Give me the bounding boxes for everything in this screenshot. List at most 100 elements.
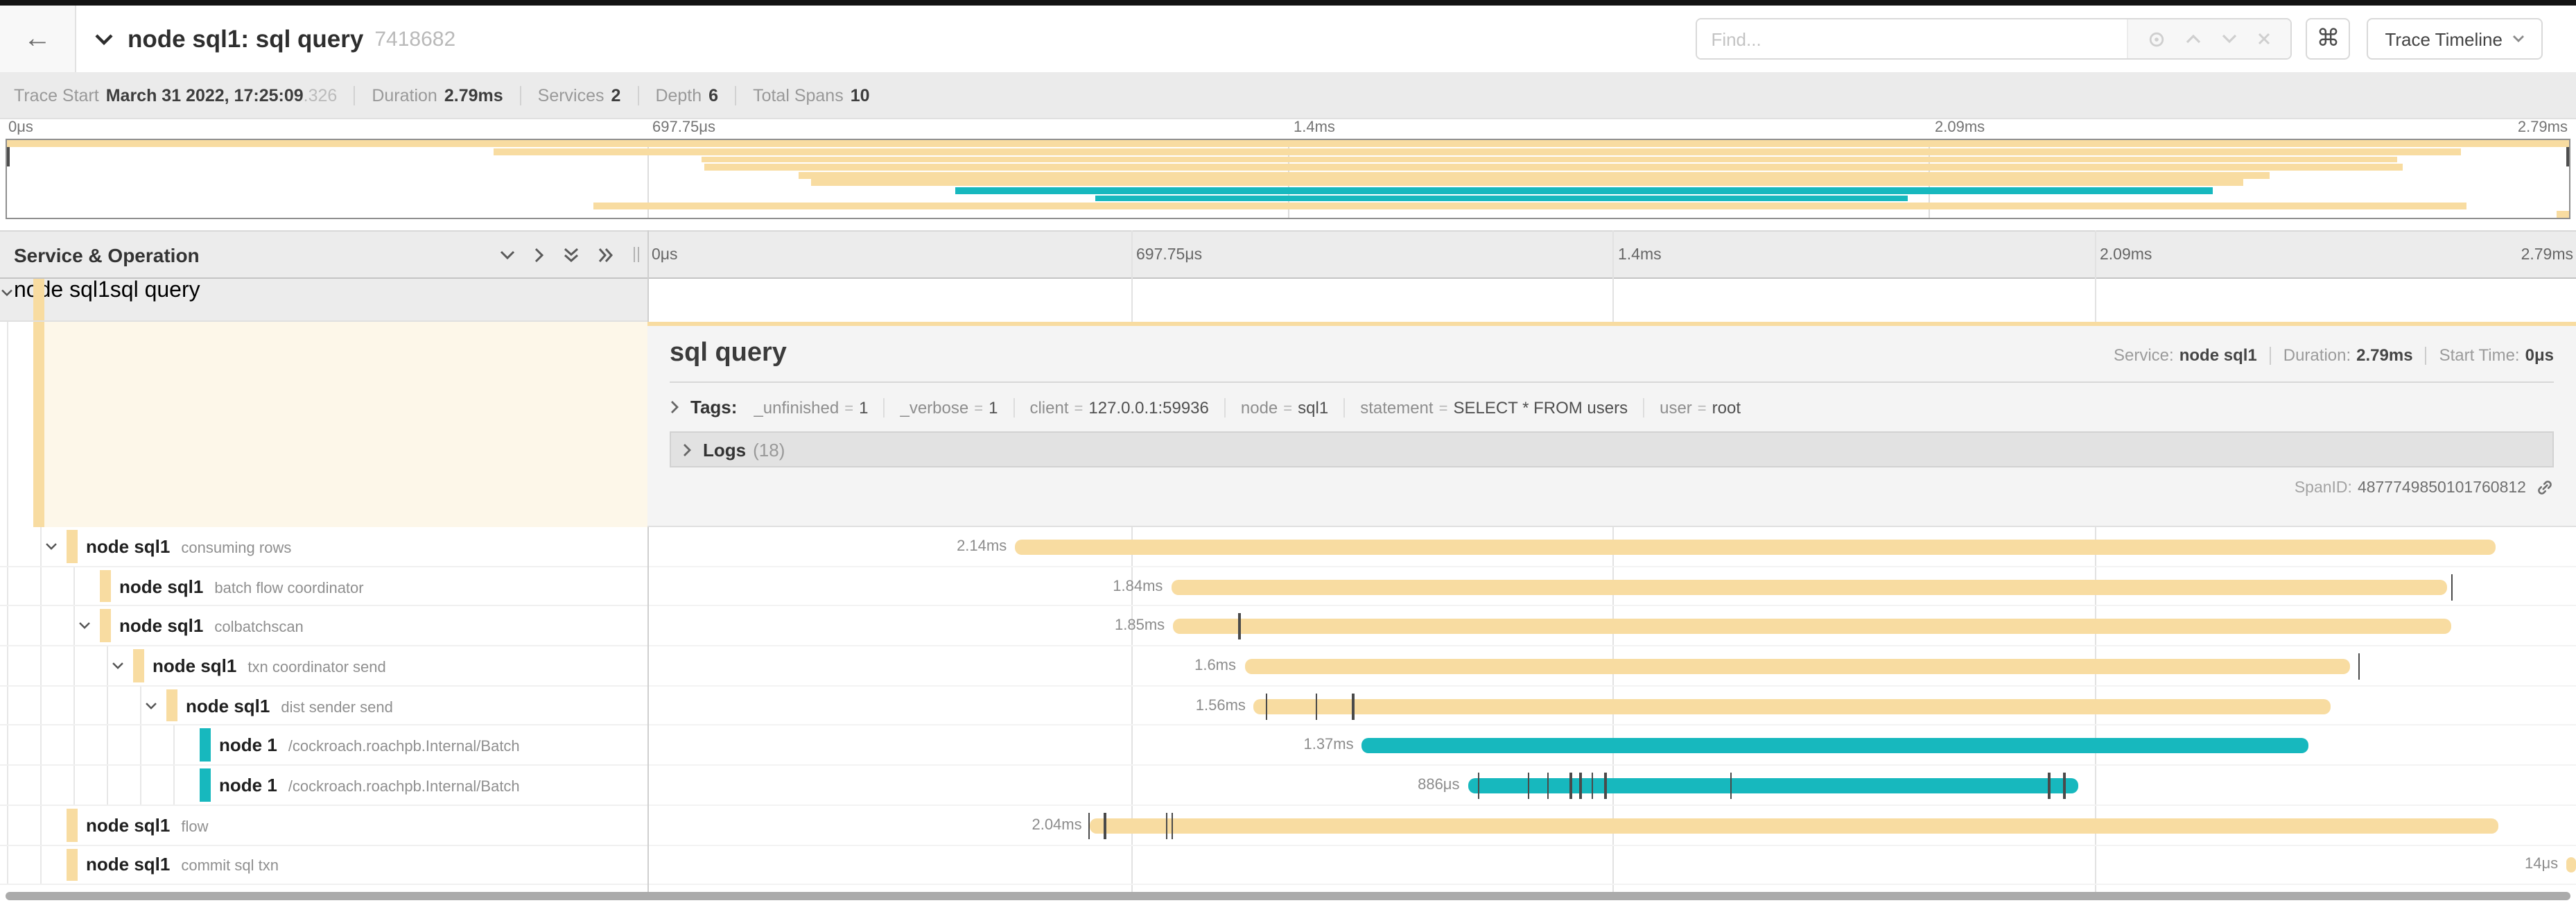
metadata-item: Depth 6 — [655, 85, 718, 105]
span-id-label: SpanID: — [2294, 479, 2352, 496]
tree-guide-line — [6, 766, 8, 805]
minimap-span-row — [7, 148, 2569, 155]
tag-item[interactable]: user = root — [1660, 397, 1741, 417]
tree-guide-line — [6, 646, 8, 685]
find-focus-icon[interactable] — [2148, 30, 2166, 48]
tree-row[interactable]: node sql1 txn coordinator send — [0, 646, 647, 687]
tags-caret-icon — [670, 399, 679, 415]
tree-row[interactable]: node sql1 commit sql txn — [0, 845, 647, 886]
tag-item[interactable]: _verbose = 1 — [900, 397, 998, 417]
minimap-span-bar — [955, 187, 2213, 194]
view-selector-button[interactable]: Trace Timeline — [2367, 18, 2543, 60]
bar-row: 1.6ms — [649, 646, 2576, 687]
tree-row[interactable]: node sql1 batch flow coordinator — [0, 567, 647, 607]
tags-label: Tags: — [690, 397, 738, 418]
tree-guide-line — [6, 567, 8, 605]
tag-item[interactable]: _unfinished = 1 — [754, 397, 868, 417]
tree-guide-line — [6, 527, 8, 566]
span-bar[interactable] — [1361, 738, 2308, 754]
span-bar[interactable] — [2566, 857, 2576, 873]
tag-key: client — [1029, 397, 1069, 417]
tag-key: _unfinished — [754, 397, 839, 417]
timeline-gridline — [2094, 230, 2096, 892]
tree-row[interactable]: node sql1 dist sender send — [0, 686, 647, 726]
expand-all-icon[interactable] — [598, 246, 614, 263]
row-collapse-chevron-icon[interactable] — [111, 662, 125, 670]
span-log-tick — [1171, 812, 1174, 839]
trace-title: node sql1: sql query — [128, 24, 364, 52]
detail-meta-value: 2.79ms — [2356, 345, 2413, 365]
minimap-drag-handle-right[interactable] — [2566, 147, 2569, 166]
tree-row[interactable]: node 1/cockroach.roachpb.Internal/Batch — [0, 766, 647, 806]
find-prev-icon[interactable] — [2185, 33, 2202, 44]
span-bar[interactable] — [1244, 658, 2351, 674]
span-bar[interactable] — [1015, 539, 2496, 555]
service-operation-title: Service & Operation — [14, 243, 200, 266]
find-next-icon[interactable] — [2221, 33, 2238, 44]
tag-item[interactable]: client = 127.0.0.1:59936 — [1029, 397, 1208, 417]
tree-row[interactable]: node sql1 consuming rows — [0, 527, 647, 567]
find-input[interactable] — [1697, 19, 2127, 58]
span-log-tick — [1569, 772, 1572, 799]
span-duration-label: 14μs — [2524, 856, 2559, 873]
minimap-span-bar — [701, 156, 2398, 163]
trace-title-collapse-icon[interactable] — [94, 33, 114, 45]
tags-section-toggle[interactable]: Tags: _unfinished = 1 _verbose = 1 client = 127.… — [670, 397, 2554, 418]
tree-row[interactable]: node sql1 colbatchscan — [0, 606, 647, 647]
tag-divider — [883, 397, 885, 417]
tag-item[interactable]: statement = SELECT * FROM users — [1360, 397, 1628, 417]
tree-guide-line — [6, 686, 8, 725]
row-collapse-chevron-icon[interactable] — [44, 542, 58, 551]
minimap-canvas[interactable] — [6, 139, 2570, 219]
trace-metadata-bar: Trace Start March 31 2022, 17:25:09.326 Du… — [0, 72, 2576, 119]
tag-divider — [1643, 397, 1645, 417]
tag-equals: = — [1074, 400, 1084, 417]
span-duration-label: 2.14ms — [957, 538, 1007, 555]
keyboard-shortcuts-button[interactable]: ⌘ — [2306, 18, 2351, 60]
collapse-all-icon[interactable] — [563, 246, 580, 263]
horizontal-scrollbar[interactable] — [6, 892, 2570, 900]
row-collapse-chevron-icon[interactable] — [0, 279, 14, 302]
expand-one-icon[interactable] — [534, 246, 545, 263]
tag-item[interactable]: node = sql1 — [1241, 397, 1328, 417]
collapse-one-icon[interactable] — [499, 249, 516, 260]
timeline-gridline — [1131, 230, 1132, 892]
span-bar[interactable] — [1253, 698, 2331, 714]
deep-link-icon[interactable] — [2536, 479, 2554, 497]
span-detail-title-row[interactable]: sql query Service: node sql1 Duration: 2.79… — [670, 338, 2554, 369]
timeline-ruler-tick-label: 2.79ms — [2521, 247, 2573, 264]
row-service-accent — [100, 609, 111, 643]
detail-meta-divider — [2425, 346, 2427, 364]
span-bar[interactable] — [1090, 818, 2499, 834]
column-splitter-grip[interactable] — [634, 247, 639, 262]
tree-guide-line — [106, 646, 107, 685]
metadata-label: Trace Start — [14, 85, 99, 105]
span-bar[interactable] — [1171, 579, 2447, 595]
span-log-tick — [1165, 812, 1168, 839]
tree-guide-line — [6, 606, 8, 646]
span-bar[interactable] — [1173, 619, 2451, 635]
tree-guide-line — [73, 725, 74, 765]
span-bar[interactable] — [1468, 777, 2079, 793]
row-collapse-chevron-icon[interactable] — [78, 621, 92, 630]
tree-guide-line — [173, 725, 174, 765]
row-operation-name: dist sender send — [281, 699, 393, 716]
row-collapse-chevron-icon[interactable] — [144, 701, 158, 710]
logs-section-toggle[interactable]: Logs (18) — [670, 431, 2554, 467]
tree-guide-line — [6, 845, 8, 884]
back-button[interactable]: ← — [0, 6, 76, 72]
tag-equals: = — [1438, 400, 1448, 417]
chevron-down-icon — [2513, 35, 2524, 42]
tag-equals: = — [844, 400, 854, 417]
detail-meta-label: Service: — [2114, 345, 2174, 365]
tag-divider — [1013, 397, 1015, 417]
minimap-drag-handle-left[interactable] — [7, 147, 10, 166]
tree-row[interactable]: node sql1 flow — [0, 805, 647, 845]
find-clear-icon[interactable] — [2257, 32, 2271, 46]
span-row-root-label[interactable]: node sql1sql query — [0, 279, 647, 322]
tree-row[interactable]: node 1/cockroach.roachpb.Internal/Batch — [0, 725, 647, 766]
minimap-span-bar — [811, 179, 2244, 187]
minimap-span-bar — [799, 171, 2270, 179]
tree-guide-line — [40, 805, 41, 844]
